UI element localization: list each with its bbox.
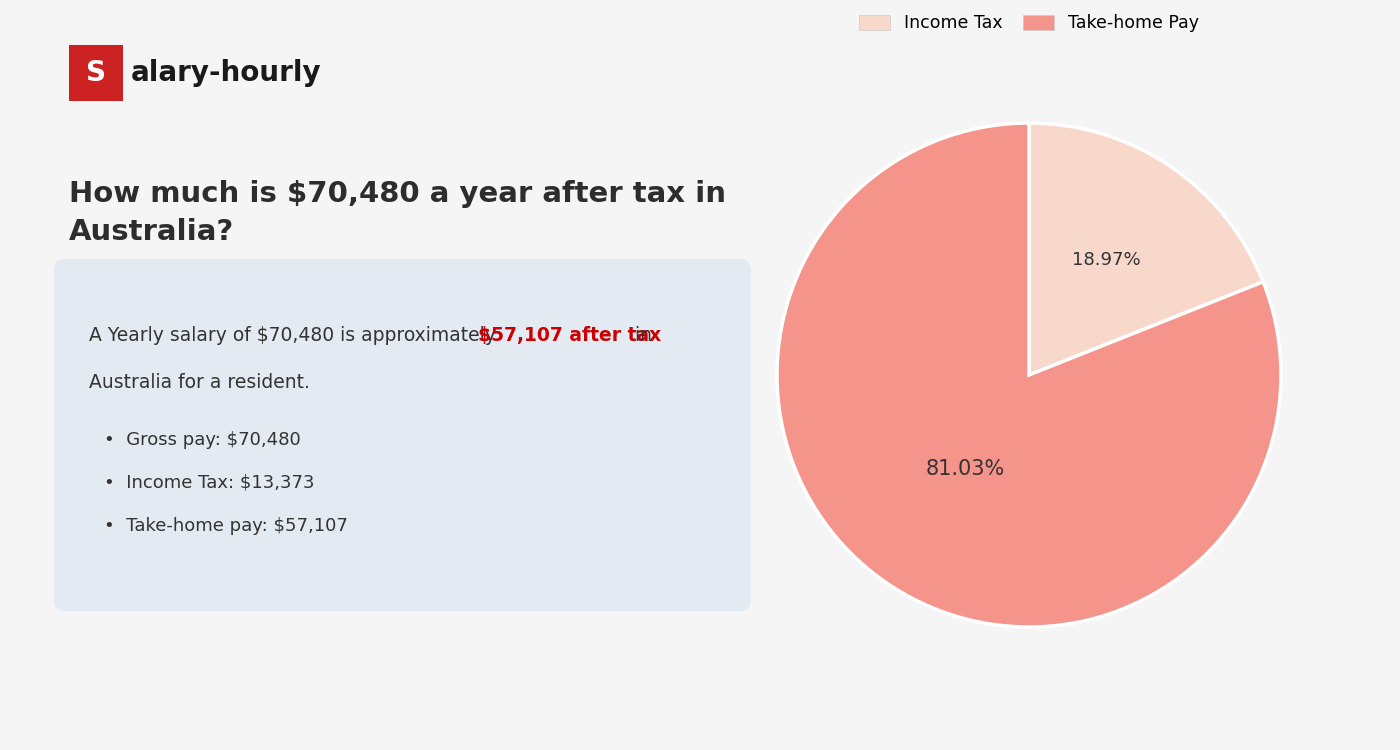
Text: •  Gross pay: $70,480: • Gross pay: $70,480 xyxy=(104,431,301,449)
Wedge shape xyxy=(777,123,1281,627)
Text: S: S xyxy=(87,59,106,87)
Text: •  Income Tax: $13,373: • Income Tax: $13,373 xyxy=(104,474,315,492)
Text: Australia for a resident.: Australia for a resident. xyxy=(88,374,309,392)
Text: 18.97%: 18.97% xyxy=(1072,251,1141,269)
Wedge shape xyxy=(1029,123,1263,375)
Text: How much is $70,480 a year after tax in
Australia?: How much is $70,480 a year after tax in … xyxy=(70,180,727,246)
Text: alary-hourly: alary-hourly xyxy=(132,59,322,87)
FancyBboxPatch shape xyxy=(55,259,750,611)
Text: $57,107 after tax: $57,107 after tax xyxy=(479,326,661,345)
Text: •  Take-home pay: $57,107: • Take-home pay: $57,107 xyxy=(104,517,347,535)
Text: A Yearly salary of $70,480 is approximately: A Yearly salary of $70,480 is approximat… xyxy=(88,326,501,345)
FancyBboxPatch shape xyxy=(70,45,123,101)
Text: in: in xyxy=(629,326,652,345)
Legend: Income Tax, Take-home Pay: Income Tax, Take-home Pay xyxy=(850,6,1208,41)
Text: 81.03%: 81.03% xyxy=(925,459,1005,478)
